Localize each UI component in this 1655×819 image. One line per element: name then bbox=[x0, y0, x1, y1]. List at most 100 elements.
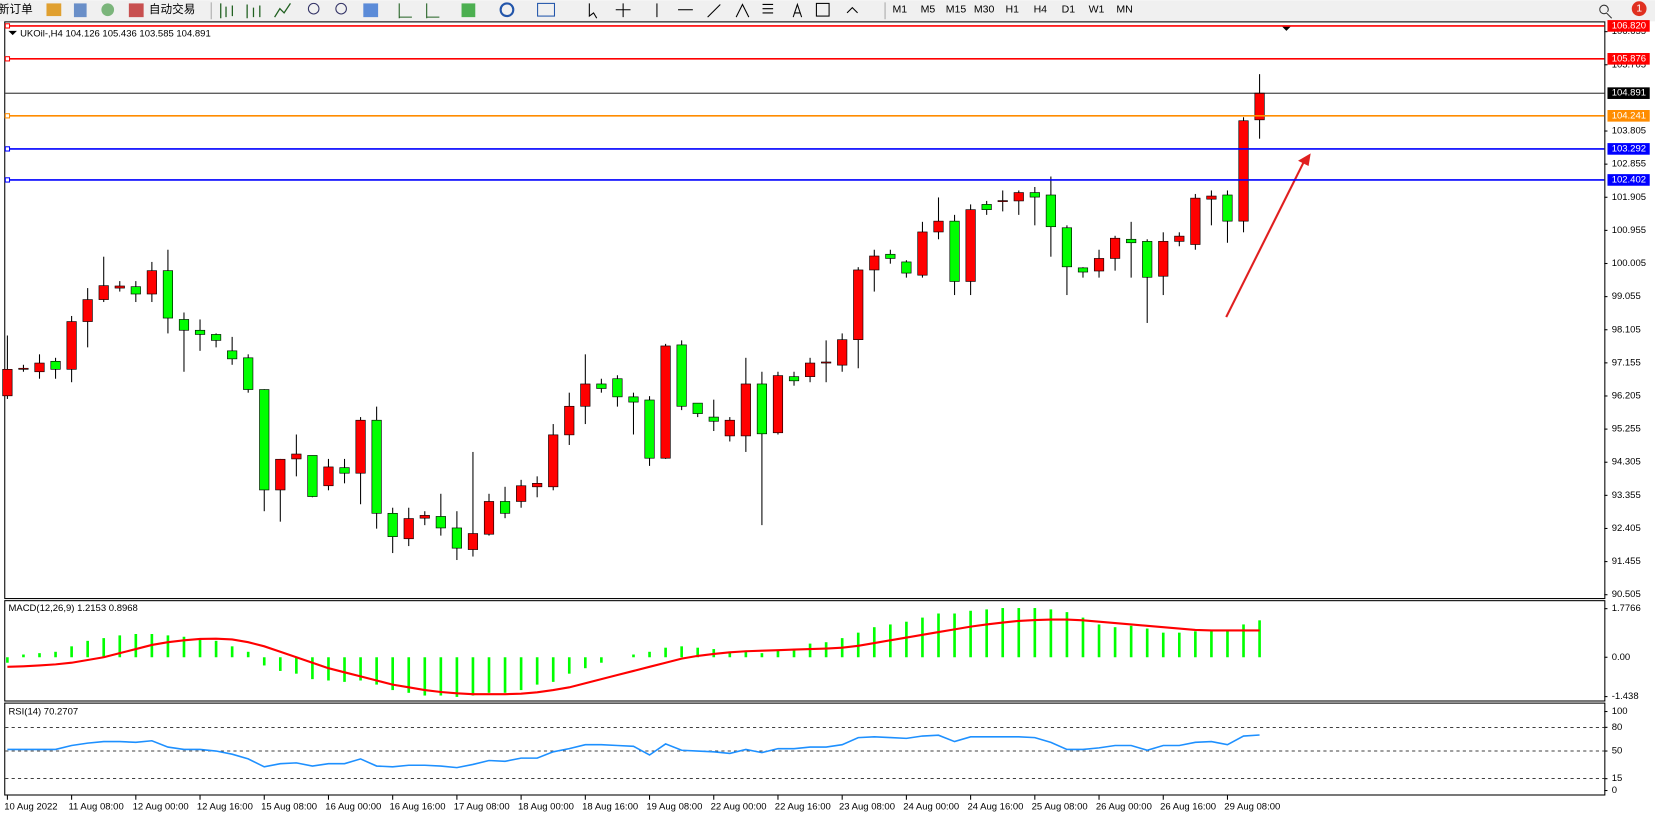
candle-body bbox=[194, 329, 206, 335]
candle-body bbox=[805, 362, 816, 377]
annotation-arrow bbox=[1225, 158, 1307, 318]
shift-marker bbox=[1282, 26, 1291, 31]
y-tick-label: 80 bbox=[1612, 722, 1623, 733]
candle-body bbox=[1093, 258, 1105, 272]
rsi-panel bbox=[4, 702, 1606, 796]
x-tick-label: 26 Aug 00:00 bbox=[1096, 802, 1152, 813]
candle-body bbox=[130, 286, 141, 295]
timeframe-button[interactable]: W1 bbox=[1089, 4, 1105, 16]
toolbar-group: 新订单 自动交易 1 bbox=[0, 1, 1647, 20]
macd-title: MACD(12,26,9) 1.2153 0.8968 bbox=[8, 603, 137, 614]
candle-body bbox=[2, 368, 13, 397]
candle-body bbox=[178, 319, 190, 331]
y-tick-label: 90.505 bbox=[1612, 589, 1641, 600]
periods-icon[interactable] bbox=[499, 2, 515, 18]
scroll-icon[interactable] bbox=[398, 3, 412, 19]
candle-body bbox=[403, 518, 414, 540]
candle-body bbox=[162, 270, 173, 319]
y-tick-label: 94.305 bbox=[1612, 457, 1641, 468]
level-label: 106.820 bbox=[1612, 20, 1646, 31]
timeframe-button[interactable]: M5 bbox=[921, 4, 936, 16]
candle-body bbox=[1222, 194, 1233, 222]
candle-body bbox=[837, 339, 848, 366]
x-tick-label: 15 Aug 08:00 bbox=[261, 802, 317, 813]
timeframe-button[interactable]: M30 bbox=[974, 4, 995, 16]
candle-body bbox=[227, 350, 238, 360]
candle-body bbox=[114, 285, 125, 289]
level-handle bbox=[4, 56, 11, 62]
y-tick-label: 15 bbox=[1612, 773, 1623, 784]
timeframe-button[interactable]: M1 bbox=[893, 4, 908, 16]
chart-title: UKOil-,H4 104.126 105.436 103.585 104.89… bbox=[20, 29, 211, 40]
trendline-icon[interactable] bbox=[707, 4, 721, 18]
level-label-bg bbox=[1607, 143, 1650, 155]
indicators-icon[interactable] bbox=[461, 3, 476, 18]
level-label: 102.402 bbox=[1612, 174, 1646, 185]
macd-panel bbox=[4, 600, 1606, 702]
bar-chart-icon[interactable] bbox=[220, 3, 233, 19]
icon[interactable] bbox=[101, 3, 115, 17]
x-tick-label: 24 Aug 16:00 bbox=[967, 802, 1023, 813]
candle-body bbox=[387, 512, 398, 537]
text-icon[interactable] bbox=[792, 2, 803, 18]
level-label: 104.241 bbox=[1612, 110, 1646, 121]
candle-body bbox=[532, 483, 543, 488]
x-tick-label: 16 Aug 16:00 bbox=[390, 802, 446, 813]
label-icon[interactable] bbox=[815, 2, 830, 17]
templates-icon[interactable] bbox=[537, 2, 556, 17]
candle-body bbox=[451, 527, 462, 549]
candle-body bbox=[1126, 238, 1137, 244]
timeframe-button[interactable]: MN bbox=[1116, 4, 1132, 16]
candle-chart-icon[interactable] bbox=[246, 4, 261, 19]
signal-line bbox=[7, 618, 1260, 696]
y-tick-label: 0.00 bbox=[1612, 652, 1631, 663]
timeframe-button[interactable]: D1 bbox=[1062, 4, 1076, 16]
candle-body bbox=[917, 231, 928, 276]
price-panel bbox=[4, 21, 1606, 600]
level-handle bbox=[4, 23, 11, 29]
x-tick-label: 24 Aug 00:00 bbox=[903, 802, 959, 813]
fibo-icon[interactable] bbox=[762, 3, 774, 14]
candle-body bbox=[146, 270, 157, 295]
candle-body bbox=[1061, 227, 1073, 268]
candle-body bbox=[211, 334, 222, 341]
crosshair-icon[interactable] bbox=[615, 3, 631, 18]
candle-body bbox=[259, 389, 270, 491]
candle-body bbox=[821, 361, 832, 364]
timeframe-button[interactable]: M15 bbox=[946, 4, 967, 16]
zoom-in-icon[interactable] bbox=[307, 2, 320, 15]
icon[interactable] bbox=[73, 3, 87, 18]
tile-icon[interactable] bbox=[363, 3, 379, 18]
x-tick-label: 22 Aug 00:00 bbox=[711, 802, 767, 813]
shapes-icon[interactable] bbox=[846, 6, 858, 14]
candle-body bbox=[708, 416, 719, 422]
y-tick-label: 105.705 bbox=[1612, 59, 1646, 70]
search-icon[interactable] bbox=[1599, 4, 1613, 19]
toolbar bbox=[0, 0, 1655, 22]
level-label-bg bbox=[1607, 110, 1650, 122]
candle-body bbox=[291, 453, 302, 460]
x-tick-label: 22 Aug 16:00 bbox=[775, 802, 831, 813]
icon[interactable] bbox=[46, 3, 62, 17]
auto-trading-button[interactable]: 自动交易 bbox=[149, 2, 195, 16]
collapse-icon[interactable] bbox=[8, 30, 17, 36]
y-tick-label: 95.255 bbox=[1612, 424, 1641, 435]
auto-trading-icon[interactable] bbox=[128, 3, 144, 18]
zoom-out-icon[interactable] bbox=[335, 2, 347, 15]
new-order-button[interactable]: 新订单 bbox=[0, 2, 33, 16]
candle-body bbox=[997, 200, 1008, 202]
timeframe-button[interactable]: H1 bbox=[1005, 4, 1019, 16]
timeframe-button[interactable]: H4 bbox=[1034, 4, 1048, 16]
x-tick-label: 26 Aug 16:00 bbox=[1160, 802, 1216, 813]
y-tick-label: 93.355 bbox=[1612, 490, 1641, 501]
candle-body bbox=[612, 378, 623, 398]
shift-icon[interactable] bbox=[426, 3, 440, 19]
channel-icon[interactable] bbox=[735, 3, 750, 18]
current-price-bg bbox=[1607, 87, 1650, 99]
cursor-icon[interactable] bbox=[588, 3, 598, 19]
candle-body bbox=[692, 402, 703, 414]
annotation-arrowhead bbox=[1298, 153, 1311, 167]
candle-body bbox=[676, 344, 687, 407]
line-chart-icon[interactable] bbox=[274, 3, 291, 18]
notification-badge[interactable] bbox=[1631, 1, 1647, 17]
